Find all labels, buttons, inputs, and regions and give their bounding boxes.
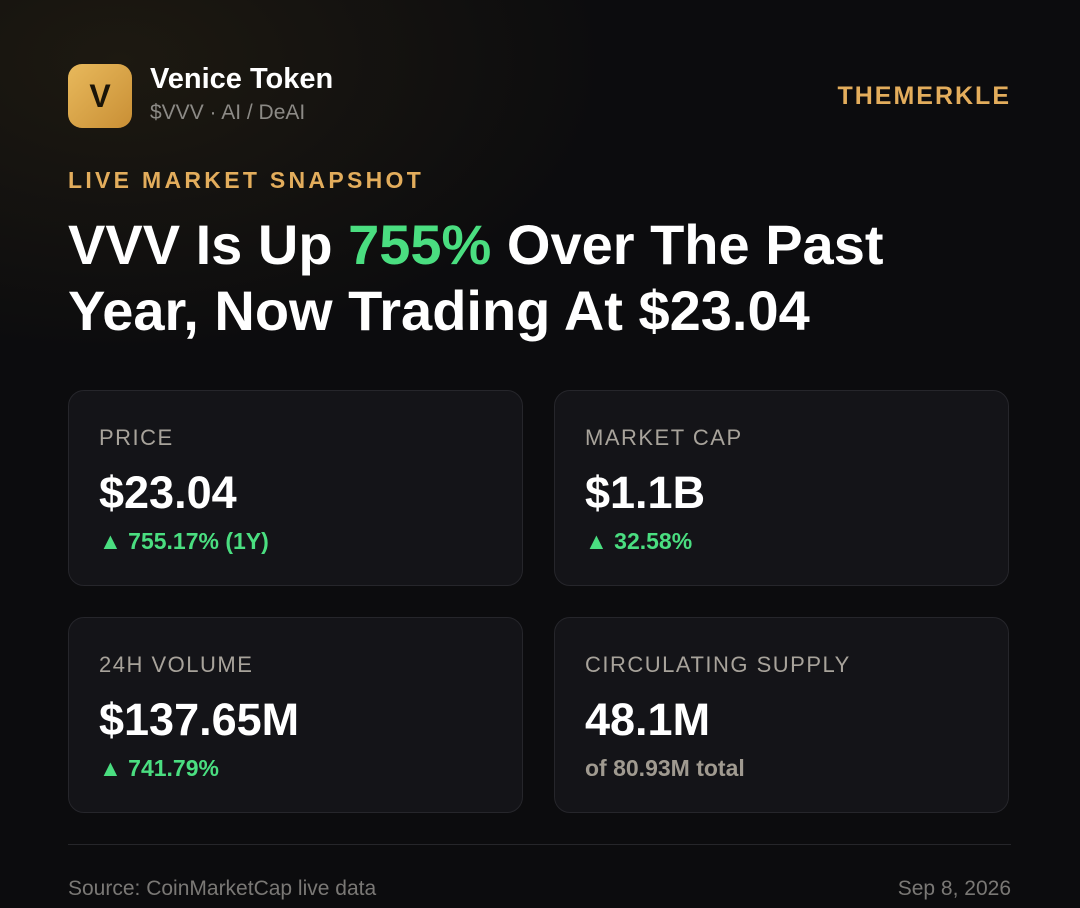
logo: V bbox=[68, 64, 132, 128]
stat-change: ▲ 32.58% bbox=[585, 528, 693, 554]
stat-label: PRICE bbox=[99, 425, 174, 450]
headline-text: VVV Is Up bbox=[68, 213, 349, 276]
headline: VVV Is Up 755% Over The Past Year, Now T… bbox=[68, 212, 928, 344]
stat-value: $1.1B bbox=[585, 467, 706, 518]
stat-change: of 80.93M total bbox=[585, 755, 745, 781]
brand: THEMERKLE bbox=[837, 82, 1011, 110]
stat-card: CIRCULATING SUPPLY 48.1M of 80.93M total bbox=[554, 617, 1009, 813]
stat-card: 24H VOLUME $137.65M ▲ 741.79% bbox=[68, 617, 523, 813]
stat-label: MARKET CAP bbox=[585, 425, 743, 450]
stat-value: 48.1M bbox=[585, 694, 711, 745]
stat-card: PRICE $23.04 ▲ 755.17% (1Y) bbox=[68, 390, 523, 586]
eyebrow: LIVE MARKET SNAPSHOT bbox=[68, 167, 425, 193]
date: Sep 8, 2026 bbox=[897, 877, 1011, 900]
stat-value: $137.65M bbox=[99, 694, 300, 745]
headline-highlight: 755% bbox=[348, 213, 492, 276]
token-subtitle: $VVV · AI / DeAI bbox=[150, 101, 306, 124]
stat-label: CIRCULATING SUPPLY bbox=[585, 652, 851, 677]
source: Source: CoinMarketCap live data bbox=[68, 877, 377, 900]
token-name: Venice Token bbox=[150, 63, 334, 95]
stat-change: ▲ 741.79% bbox=[99, 755, 219, 781]
headline-text: Over The Past Year, Now Trading At $23.0… bbox=[68, 213, 884, 342]
divider bbox=[68, 844, 1011, 845]
stat-label: 24H VOLUME bbox=[99, 652, 254, 677]
stat-change: ▲ 755.17% (1Y) bbox=[99, 528, 269, 554]
stat-value: $23.04 bbox=[99, 467, 237, 518]
stat-card: MARKET CAP $1.1B ▲ 32.58% bbox=[554, 390, 1009, 586]
